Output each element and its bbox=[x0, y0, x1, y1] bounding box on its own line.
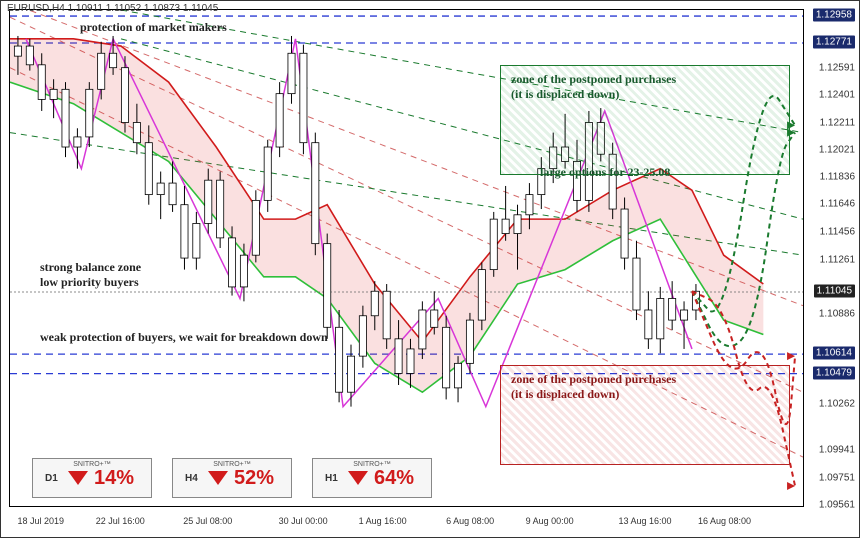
zone-red-box: zone of the postponed purchases (it is d… bbox=[500, 365, 790, 465]
chart-container: EURUSD,H4 1.10911 1.11052 1.10873 1.1104… bbox=[0, 0, 860, 538]
indicator-h1[interactable]: SNITRO+™ H1 64% bbox=[312, 458, 432, 498]
zone-green-text: zone of the postponed purchases (it is d… bbox=[511, 72, 779, 102]
indicator-pct: 64% bbox=[374, 467, 414, 490]
indicator-d1[interactable]: SNITRO+™ D1 14% bbox=[32, 458, 152, 498]
indicator-tf: H1 bbox=[325, 473, 338, 484]
arrow-down-icon bbox=[68, 471, 88, 485]
indicator-pct: 14% bbox=[94, 467, 134, 490]
y-tick: 1.10262 bbox=[819, 398, 855, 409]
indicator-label: SNITRO+™ bbox=[213, 461, 251, 468]
y-tick: 1.11646 bbox=[820, 199, 855, 210]
indicator-pct: 52% bbox=[234, 467, 274, 490]
x-tick: 6 Aug 08:00 bbox=[446, 516, 494, 526]
x-tick: 1 Aug 16:00 bbox=[359, 516, 407, 526]
indicator-label: SNITRO+™ bbox=[73, 461, 111, 468]
x-tick: 22 Jul 16:00 bbox=[96, 516, 145, 526]
arrow-down-icon bbox=[208, 471, 228, 485]
zone-green-box: zone of the postponed purchases (it is d… bbox=[500, 65, 790, 175]
arrow-down-icon bbox=[348, 471, 368, 485]
y-tick: 1.09561 bbox=[819, 500, 855, 511]
y-tick: 1.12211 bbox=[820, 117, 855, 128]
y-tick: 1.09751 bbox=[819, 472, 855, 483]
x-tick: 13 Aug 16:00 bbox=[618, 516, 671, 526]
x-tick: 25 Jul 08:00 bbox=[183, 516, 232, 526]
indicator-h4[interactable]: SNITRO+™ H4 52% bbox=[172, 458, 292, 498]
y-tick: 1.12771 bbox=[813, 36, 855, 49]
zone-red-text: zone of the postponed purchases (it is d… bbox=[511, 372, 779, 402]
x-axis: 18 Jul 2019 22 Jul 16:00 25 Jul 08:00 30 Ju… bbox=[9, 510, 804, 532]
y-tick: 1.10479 bbox=[813, 366, 855, 379]
annotation-weak-protection: weak protection of buyers, we wait for b… bbox=[40, 330, 328, 345]
x-tick: 30 Jul 00:00 bbox=[279, 516, 328, 526]
indicator-tf: D1 bbox=[45, 473, 58, 484]
y-tick: 1.11261 bbox=[820, 254, 855, 265]
chart-title: EURUSD,H4 1.10911 1.11052 1.10873 1.1104… bbox=[7, 3, 218, 14]
y-tick: 1.12591 bbox=[819, 62, 855, 73]
x-tick: 9 Aug 00:00 bbox=[526, 516, 574, 526]
annotation-market-makers: protection of market makers bbox=[80, 20, 227, 35]
annotation-options: large options for 23-25.08 bbox=[540, 165, 670, 180]
x-tick: 18 Jul 2019 bbox=[18, 516, 65, 526]
indicator-tf: H4 bbox=[185, 473, 198, 484]
y-tick: 1.12958 bbox=[813, 9, 855, 22]
y-tick: 1.11456 bbox=[820, 226, 855, 237]
annotation-balance-zone: strong balance zone low priority buyers bbox=[40, 260, 141, 290]
y-tick: 1.12401 bbox=[819, 90, 855, 101]
plot-area[interactable]: protection of market makers zone of the … bbox=[9, 9, 804, 507]
indicator-label: SNITRO+™ bbox=[353, 461, 391, 468]
y-tick: 1.11045 bbox=[814, 284, 855, 297]
y-axis: 1.12958 1.12771 1.12591 1.12401 1.12211 1.120… bbox=[804, 9, 859, 507]
x-tick: 16 Aug 08:00 bbox=[698, 516, 751, 526]
y-tick: 1.11836 bbox=[820, 171, 855, 182]
y-tick: 1.12021 bbox=[819, 145, 855, 156]
y-tick: 1.09941 bbox=[819, 445, 855, 456]
y-tick: 1.10886 bbox=[819, 308, 855, 319]
y-tick: 1.10614 bbox=[813, 347, 855, 360]
